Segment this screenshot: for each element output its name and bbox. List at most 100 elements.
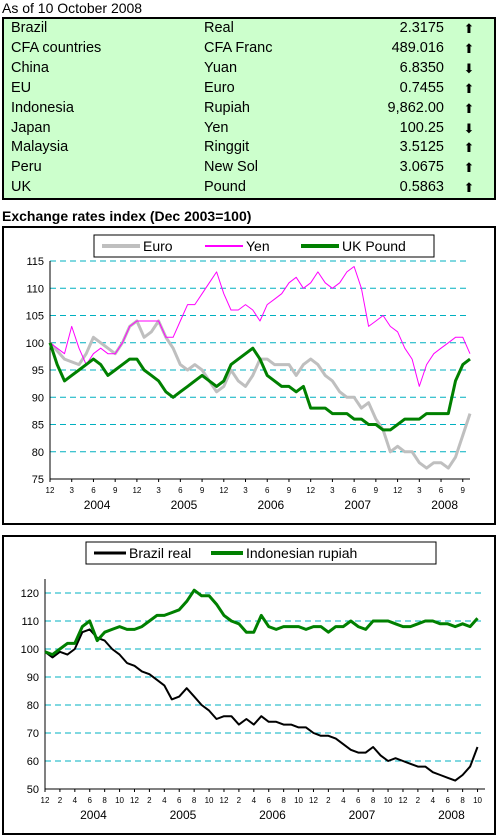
index-chart-title: Exchange rates index (Dec 2003=100) [2,208,252,224]
x-tick-label: 8 [460,796,465,805]
rates-value: 2.3175 [399,20,444,36]
year-label: 2007 [349,808,376,822]
x-tick-label: 9 [461,486,466,495]
rates-country: Indonesia [11,99,74,116]
y-tick-label: 100 [21,644,39,656]
arrow-up-icon: ⬆ [463,40,475,56]
rates-country: Malaysia [11,139,69,156]
rates-country: UK [11,179,32,196]
arrow-up-icon: ⬆ [463,21,475,36]
y-tick-label: 120 [21,588,39,600]
x-tick-label: 6 [177,796,182,805]
legend-label-brazil-real: Brazil real [129,545,191,561]
exchange-rates-index-chart: 75 80 85 90 95 100 105 110 115 12 3 6 9 12 3 6 9 12 3 6 9 12 3… [2,226,496,525]
rates-row-indonesia: Indonesia Rupiah 9,862.00 ⬆ [4,99,494,119]
legend [85,541,437,565]
series-line-uk-pound [48,342,471,432]
y-tick-label: 60 [27,756,39,768]
y-tick-label: 100 [26,338,44,350]
rates-value: 100.25 [399,119,444,136]
series-line-yen [49,266,471,387]
rates-country: EU [11,79,32,96]
x-tick-label: 12 [393,486,402,495]
x-tick-label: 9 [113,486,118,495]
year-label: 2008 [438,808,465,822]
x-tick-label: 6 [267,796,272,805]
rates-country: Brazil [11,20,48,36]
y-tick-label: 105 [26,311,44,323]
x-tick-label: 8 [192,796,197,805]
x-tick-label: 12 [41,796,50,805]
rates-row-china: China Yuan 6.8350 ⬇ [4,59,494,79]
rates-country: Japan [11,119,51,136]
legend [93,234,435,258]
exchange-rates-table: Brazil Real 2.3175 ⬆ CFA countries CFA Franc 4… [2,17,496,200]
x-tick-label: 6 [356,796,361,805]
x-tick-label: 3 [69,486,74,495]
x-tick-label: 6 [439,486,444,495]
x-tick-label: 3 [243,486,248,495]
year-label: 2008 [431,498,458,512]
rates-currency: Euro [204,79,235,96]
x-tick-label: 4 [431,796,436,805]
rates-currency: Yuan [204,59,238,76]
x-tick-label: 9 [200,486,205,495]
year-label: 2005 [170,808,197,822]
y-tick-label: 50 [27,784,39,796]
exchange-rates-index-chart-svg: 75 80 85 90 95 100 105 110 115 12 3 6 9 12 3 6 9 12 3 6 9 12 3… [26,234,472,512]
x-tick-label: 12 [309,796,318,805]
rates-row-peru: Peru New Sol 3.0675 ⬆ [4,158,494,178]
x-tick-label: 12 [132,486,141,495]
brazil-indonesia-chart: 50 60 70 80 90 100 110 120 12 2 4 6 8 10 12 2 4 6 8 10 12 2 4 6… [2,535,496,835]
x-tick-label: 6 [445,796,450,805]
x-tick-label: 8 [102,796,107,805]
year-label: 2006 [258,498,285,512]
arrow-up-icon: ⬆ [463,80,475,96]
x-tick-label: 4 [341,796,346,805]
x-tick-label: 10 [294,796,303,805]
arrow-up-icon: ⬆ [463,180,475,196]
rates-country: China [11,59,49,76]
x-tick-label: 12 [46,486,55,495]
y-tick-label: 110 [21,616,39,628]
x-tick-label: 10 [384,796,393,805]
arrow-up-icon: ⬆ [463,140,475,156]
x-tick-label: 10 [473,796,482,805]
year-label: 2004 [80,808,107,822]
x-tick-label: 12 [220,796,229,805]
rates-currency: Ringgit [204,139,250,156]
legend-label-euro: Euro [143,238,173,254]
year-label: 2006 [259,808,286,822]
arrow-up-icon: ⬆ [463,160,475,176]
series-line-indonesian-rupiah [44,588,479,657]
x-tick-label: 2 [58,796,63,805]
legend-label-yen: Yen [246,238,270,254]
rates-value: 3.5125 [399,139,444,156]
x-tick-label: 6 [178,486,183,495]
x-tick-label: 9 [374,486,379,495]
series-line-brazil-real [44,628,479,782]
rates-value: 0.7455 [399,79,444,96]
as-of-date: As of 10 October 2008 [2,0,143,16]
x-tick-label: 8 [371,796,376,805]
y-tick-label: 85 [32,420,44,432]
x-tick-label: 12 [399,796,408,805]
rates-value: 489.016 [391,39,444,56]
rates-row-japan: Japan Yen 100.25 ⬇ [4,119,494,139]
x-tick-label: 2 [326,796,331,805]
rates-value: 0.5863 [399,179,444,196]
rates-currency: Yen [204,119,229,136]
year-label: 2005 [171,498,198,512]
x-tick-label: 10 [205,796,214,805]
y-tick-label: 90 [32,392,44,404]
rates-currency: Rupiah [204,99,250,116]
year-label: 2007 [344,498,371,512]
x-tick-label: 6 [88,796,93,805]
y-tick-label: 80 [32,447,44,459]
y-tick-label: 115 [26,256,44,268]
rates-value: 3.0675 [399,159,444,176]
x-tick-label: 12 [130,796,139,805]
y-tick-label: 95 [32,365,44,377]
arrow-up-icon: ⬆ [463,100,475,116]
